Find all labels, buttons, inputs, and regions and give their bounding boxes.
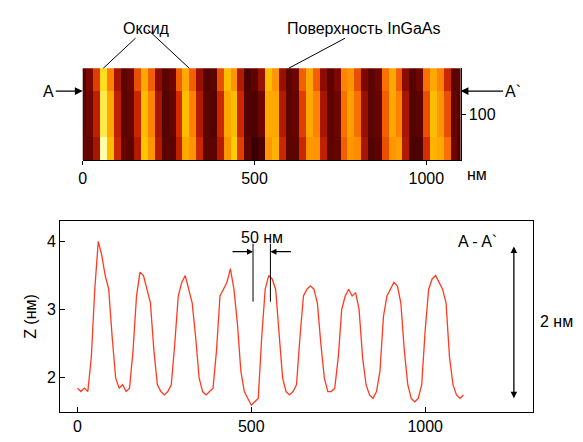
svg-text:Z (нм): Z (нм): [22, 294, 39, 339]
svg-text:500: 500: [241, 170, 268, 187]
svg-text:50 нм: 50 нм: [241, 229, 283, 246]
svg-text:2: 2: [47, 369, 56, 386]
svg-text:1000: 1000: [407, 418, 443, 435]
svg-text:Поверхность InGaAs: Поверхность InGaAs: [287, 20, 441, 37]
svg-text:нм: нм: [467, 166, 487, 183]
svg-text:0: 0: [78, 170, 87, 187]
svg-text:0: 0: [73, 418, 82, 435]
svg-text:3: 3: [47, 301, 56, 318]
svg-text:A`: A`: [505, 83, 521, 100]
svg-text:1000: 1000: [408, 170, 444, 187]
svg-text:A - A`: A - A`: [458, 233, 497, 250]
svg-text:500: 500: [238, 418, 265, 435]
svg-text:Оксид: Оксид: [123, 20, 170, 37]
svg-text:A: A: [43, 83, 54, 100]
svg-text:4: 4: [47, 233, 56, 250]
svg-text:100: 100: [469, 106, 496, 123]
svg-text:2 нм: 2 нм: [540, 313, 573, 330]
